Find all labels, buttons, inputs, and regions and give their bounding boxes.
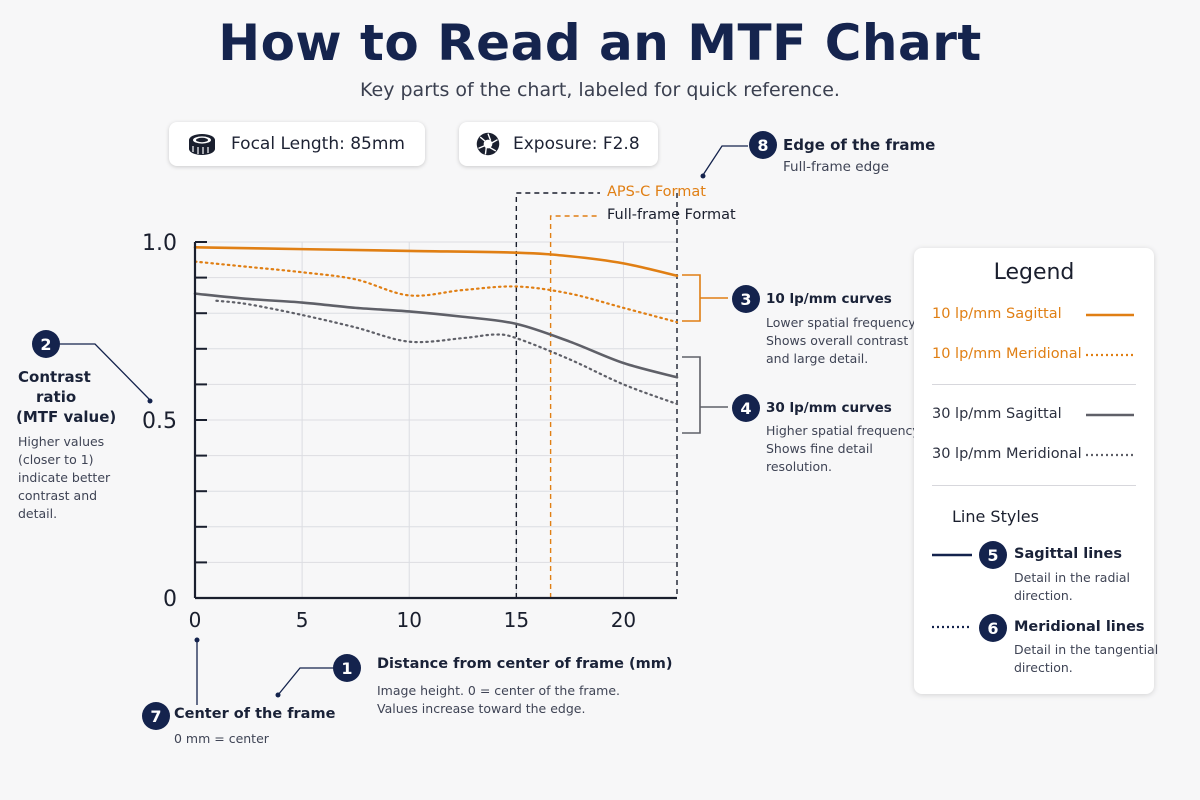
curve-30lpmm-sagittal bbox=[193, 292, 679, 379]
callout-3-badge: 3 bbox=[732, 285, 760, 313]
x-tick-label: 15 bbox=[504, 608, 529, 632]
meridional-lines-desc-2: direction. bbox=[1014, 660, 1073, 675]
x-tick-label: 10 bbox=[396, 608, 421, 632]
callout-2-title-3: (MTF value) bbox=[16, 408, 117, 426]
bracket-30lpmm bbox=[682, 356, 728, 434]
callout-2-desc-4: contrast and bbox=[18, 488, 98, 503]
y-tick-label: 0.5 bbox=[142, 409, 177, 434]
focal-length-pill: Focal Length: 85mm bbox=[169, 122, 425, 166]
callout-7-desc: 0 mm = center bbox=[174, 731, 269, 746]
sagittal-lines-desc-1: Detail in the radial bbox=[1014, 570, 1130, 585]
callout-3-title: 10 lp/mm curves bbox=[766, 291, 892, 307]
callout-2-desc-3: indicate better bbox=[18, 470, 111, 485]
line-styles-title: Line Styles bbox=[952, 507, 1039, 526]
legend-panel: Legend 10 lp/mm Sagittal 10 lp/mm Meridi… bbox=[914, 248, 1158, 694]
callout-2-desc-2: (closer to 1) bbox=[18, 452, 94, 467]
bracket-10lpmm bbox=[682, 274, 728, 322]
fullframe-format-label: Full-frame Format bbox=[607, 207, 736, 223]
legend-item-10-sagittal: 10 lp/mm Sagittal bbox=[932, 306, 1062, 322]
x-tick-label: 0 bbox=[189, 608, 202, 632]
callout-6-badge: 6 bbox=[979, 614, 1007, 642]
callout-2-badge: 2 bbox=[32, 330, 60, 358]
callout-1-desc-2: Values increase toward the edge. bbox=[377, 701, 586, 716]
meridional-lines-desc-1: Detail in the tangential bbox=[1014, 642, 1159, 657]
y-tick-label: 0 bbox=[163, 587, 177, 612]
legend-item-30-meridional: 30 lp/mm Meridional bbox=[932, 446, 1082, 462]
callout-1-title: Distance from center of frame (mm) bbox=[377, 656, 673, 672]
meridional-line-swatch bbox=[932, 625, 972, 629]
x-tick-label: 20 bbox=[611, 608, 636, 632]
callout-1-dot bbox=[275, 692, 281, 698]
callout-3-desc-2: Shows overall contrast bbox=[766, 333, 909, 348]
callout-8-dot bbox=[700, 173, 706, 179]
focal-length-label: Focal Length: 85mm bbox=[231, 134, 405, 154]
x-tick-label: 5 bbox=[296, 608, 309, 632]
legend-item-10-meridional: 10 lp/mm Meridional bbox=[932, 346, 1082, 362]
meridional-lines-title: Meridional lines bbox=[1014, 619, 1145, 635]
exposure-pill: Exposure: F2.8 bbox=[459, 122, 658, 166]
callout-4-badge: 4 bbox=[732, 394, 760, 422]
exposure-label: Exposure: F2.8 bbox=[513, 134, 640, 154]
callout-8-title: Edge of the frame bbox=[783, 136, 936, 154]
callout-4-title: 30 lp/mm curves bbox=[766, 400, 892, 416]
sagittal-lines-title: Sagittal lines bbox=[1014, 546, 1122, 562]
callout-2-title-2: ratio bbox=[36, 388, 77, 406]
legend-divider-2 bbox=[932, 485, 1136, 486]
y-tick-label: 1.0 bbox=[142, 231, 177, 256]
curve-10lpmm-meridional bbox=[193, 260, 679, 324]
lens-icon bbox=[189, 134, 215, 155]
callout-3-desc-3: and large detail. bbox=[766, 351, 869, 366]
callout-4-desc-1: Higher spatial frequency. bbox=[766, 423, 923, 438]
callout-2-connector bbox=[60, 343, 151, 401]
callout-4-desc-2: Shows fine detail bbox=[766, 441, 873, 456]
callout-1-desc-1: Image height. 0 = center of the frame. bbox=[377, 683, 621, 698]
callout-5-badge: 5 bbox=[979, 541, 1007, 569]
curve-10lpmm-sagittal bbox=[193, 246, 679, 278]
page-subtitle: Key parts of the chart, labeled for quic… bbox=[360, 79, 840, 101]
legend-swatch-10-sagittal bbox=[1086, 313, 1134, 317]
legend-swatch-10-meridional bbox=[1086, 353, 1134, 357]
callout-7-dot bbox=[194, 637, 200, 643]
fullframe-marker-line bbox=[549, 215, 600, 598]
callout-7-title: Center of the frame bbox=[174, 706, 336, 722]
legend-title: Legend bbox=[993, 260, 1075, 285]
callout-2-desc-1: Higher values bbox=[18, 434, 105, 449]
aperture-icon bbox=[476, 132, 500, 156]
callout-2-dot bbox=[147, 398, 153, 404]
callout-2-desc-5: detail. bbox=[18, 506, 58, 521]
callout-4-desc-3: resolution. bbox=[766, 459, 833, 474]
sagittal-line-swatch bbox=[932, 553, 972, 557]
callout-1-badge: 1 bbox=[333, 654, 361, 682]
callout-3-desc-1: Lower spatial frequency. bbox=[766, 315, 918, 330]
page-title: How to Read an MTF Chart bbox=[218, 14, 982, 72]
legend-swatch-30-sagittal bbox=[1086, 413, 1134, 417]
callout-8-connector bbox=[702, 145, 748, 176]
callout-7-badge: 7 bbox=[142, 702, 170, 730]
apsc-boundary-line bbox=[515, 192, 600, 598]
callout-1-connector bbox=[277, 667, 336, 696]
callout-2-title-1: Contrast bbox=[18, 368, 91, 386]
apsc-format-label: APS-C Format bbox=[607, 184, 706, 200]
callout-8-badge: 8 bbox=[749, 131, 777, 159]
callout-8-desc: Full-frame edge bbox=[783, 159, 890, 175]
curve-30lpmm-meridional bbox=[215, 299, 679, 406]
legend-divider-1 bbox=[932, 384, 1136, 385]
legend-item-30-sagittal: 30 lp/mm Sagittal bbox=[932, 406, 1062, 422]
legend-swatch-30-meridional bbox=[1086, 453, 1134, 457]
sagittal-lines-desc-2: direction. bbox=[1014, 588, 1073, 603]
